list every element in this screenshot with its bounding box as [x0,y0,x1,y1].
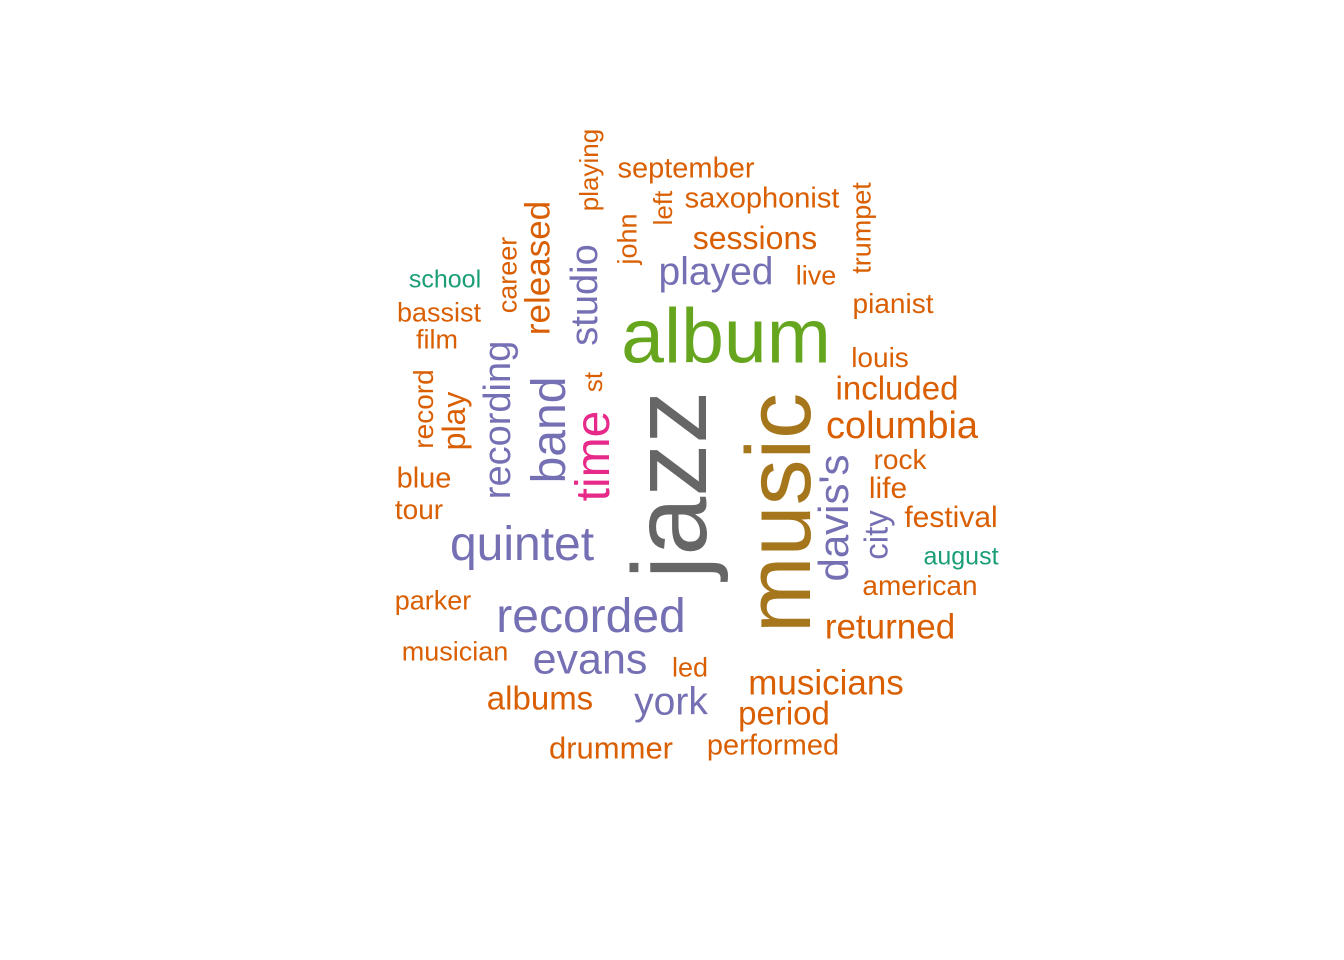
word-tour: tour [394,494,444,525]
word-august: august [923,542,999,571]
word-louis: louis [851,342,909,373]
word-trumpet: trumpet [846,182,877,274]
word-evans: evans [532,635,648,684]
word-city: city [857,510,895,560]
word-period: period [738,694,830,732]
word-career: career [492,236,523,314]
word-columbia: columbia [825,405,979,447]
word-playing: playing [574,128,604,212]
word-festival: festival [904,501,998,534]
word-american: american [862,570,978,601]
word-davis-s: davis's [810,454,857,582]
word-performed: performed [706,729,840,762]
word-time: time [567,410,620,502]
word-recorded: recorded [496,590,686,643]
word-school: school [408,265,482,294]
word-parker: parker [394,585,472,616]
word-live: live [795,260,837,291]
word-album: album [621,293,831,380]
word-included: included [835,369,959,407]
word-york: york [634,680,708,724]
word-jazz: jazz [611,390,729,580]
word-musicians: musicians [748,663,904,703]
word-left: left [648,190,678,226]
word-drummer: drummer [548,730,674,766]
word-play: play [436,391,472,451]
word-returned: returned [824,607,956,647]
word-saxophonist: saxophonist [684,182,840,215]
word-quintet: quintet [449,518,595,571]
word-september: september [617,152,755,185]
word-blue: blue [396,462,452,495]
word-musician: musician [401,636,509,667]
word-rock: rock [873,444,927,475]
word-played: played [658,250,774,294]
word-film: film [416,324,458,355]
word-released: released [518,200,558,336]
word-bassist: bassist [396,297,482,328]
word-studio: studio [564,244,606,346]
word-pianist: pianist [852,288,934,319]
word-recording: recording [477,340,519,500]
word-record: record [408,369,439,449]
word-led: led [671,652,709,683]
word-st: st [578,371,608,393]
word-albums: albums [486,679,594,717]
word-john: john [612,213,643,265]
word-life: life [868,472,908,505]
word-sessions: sessions [692,220,818,256]
